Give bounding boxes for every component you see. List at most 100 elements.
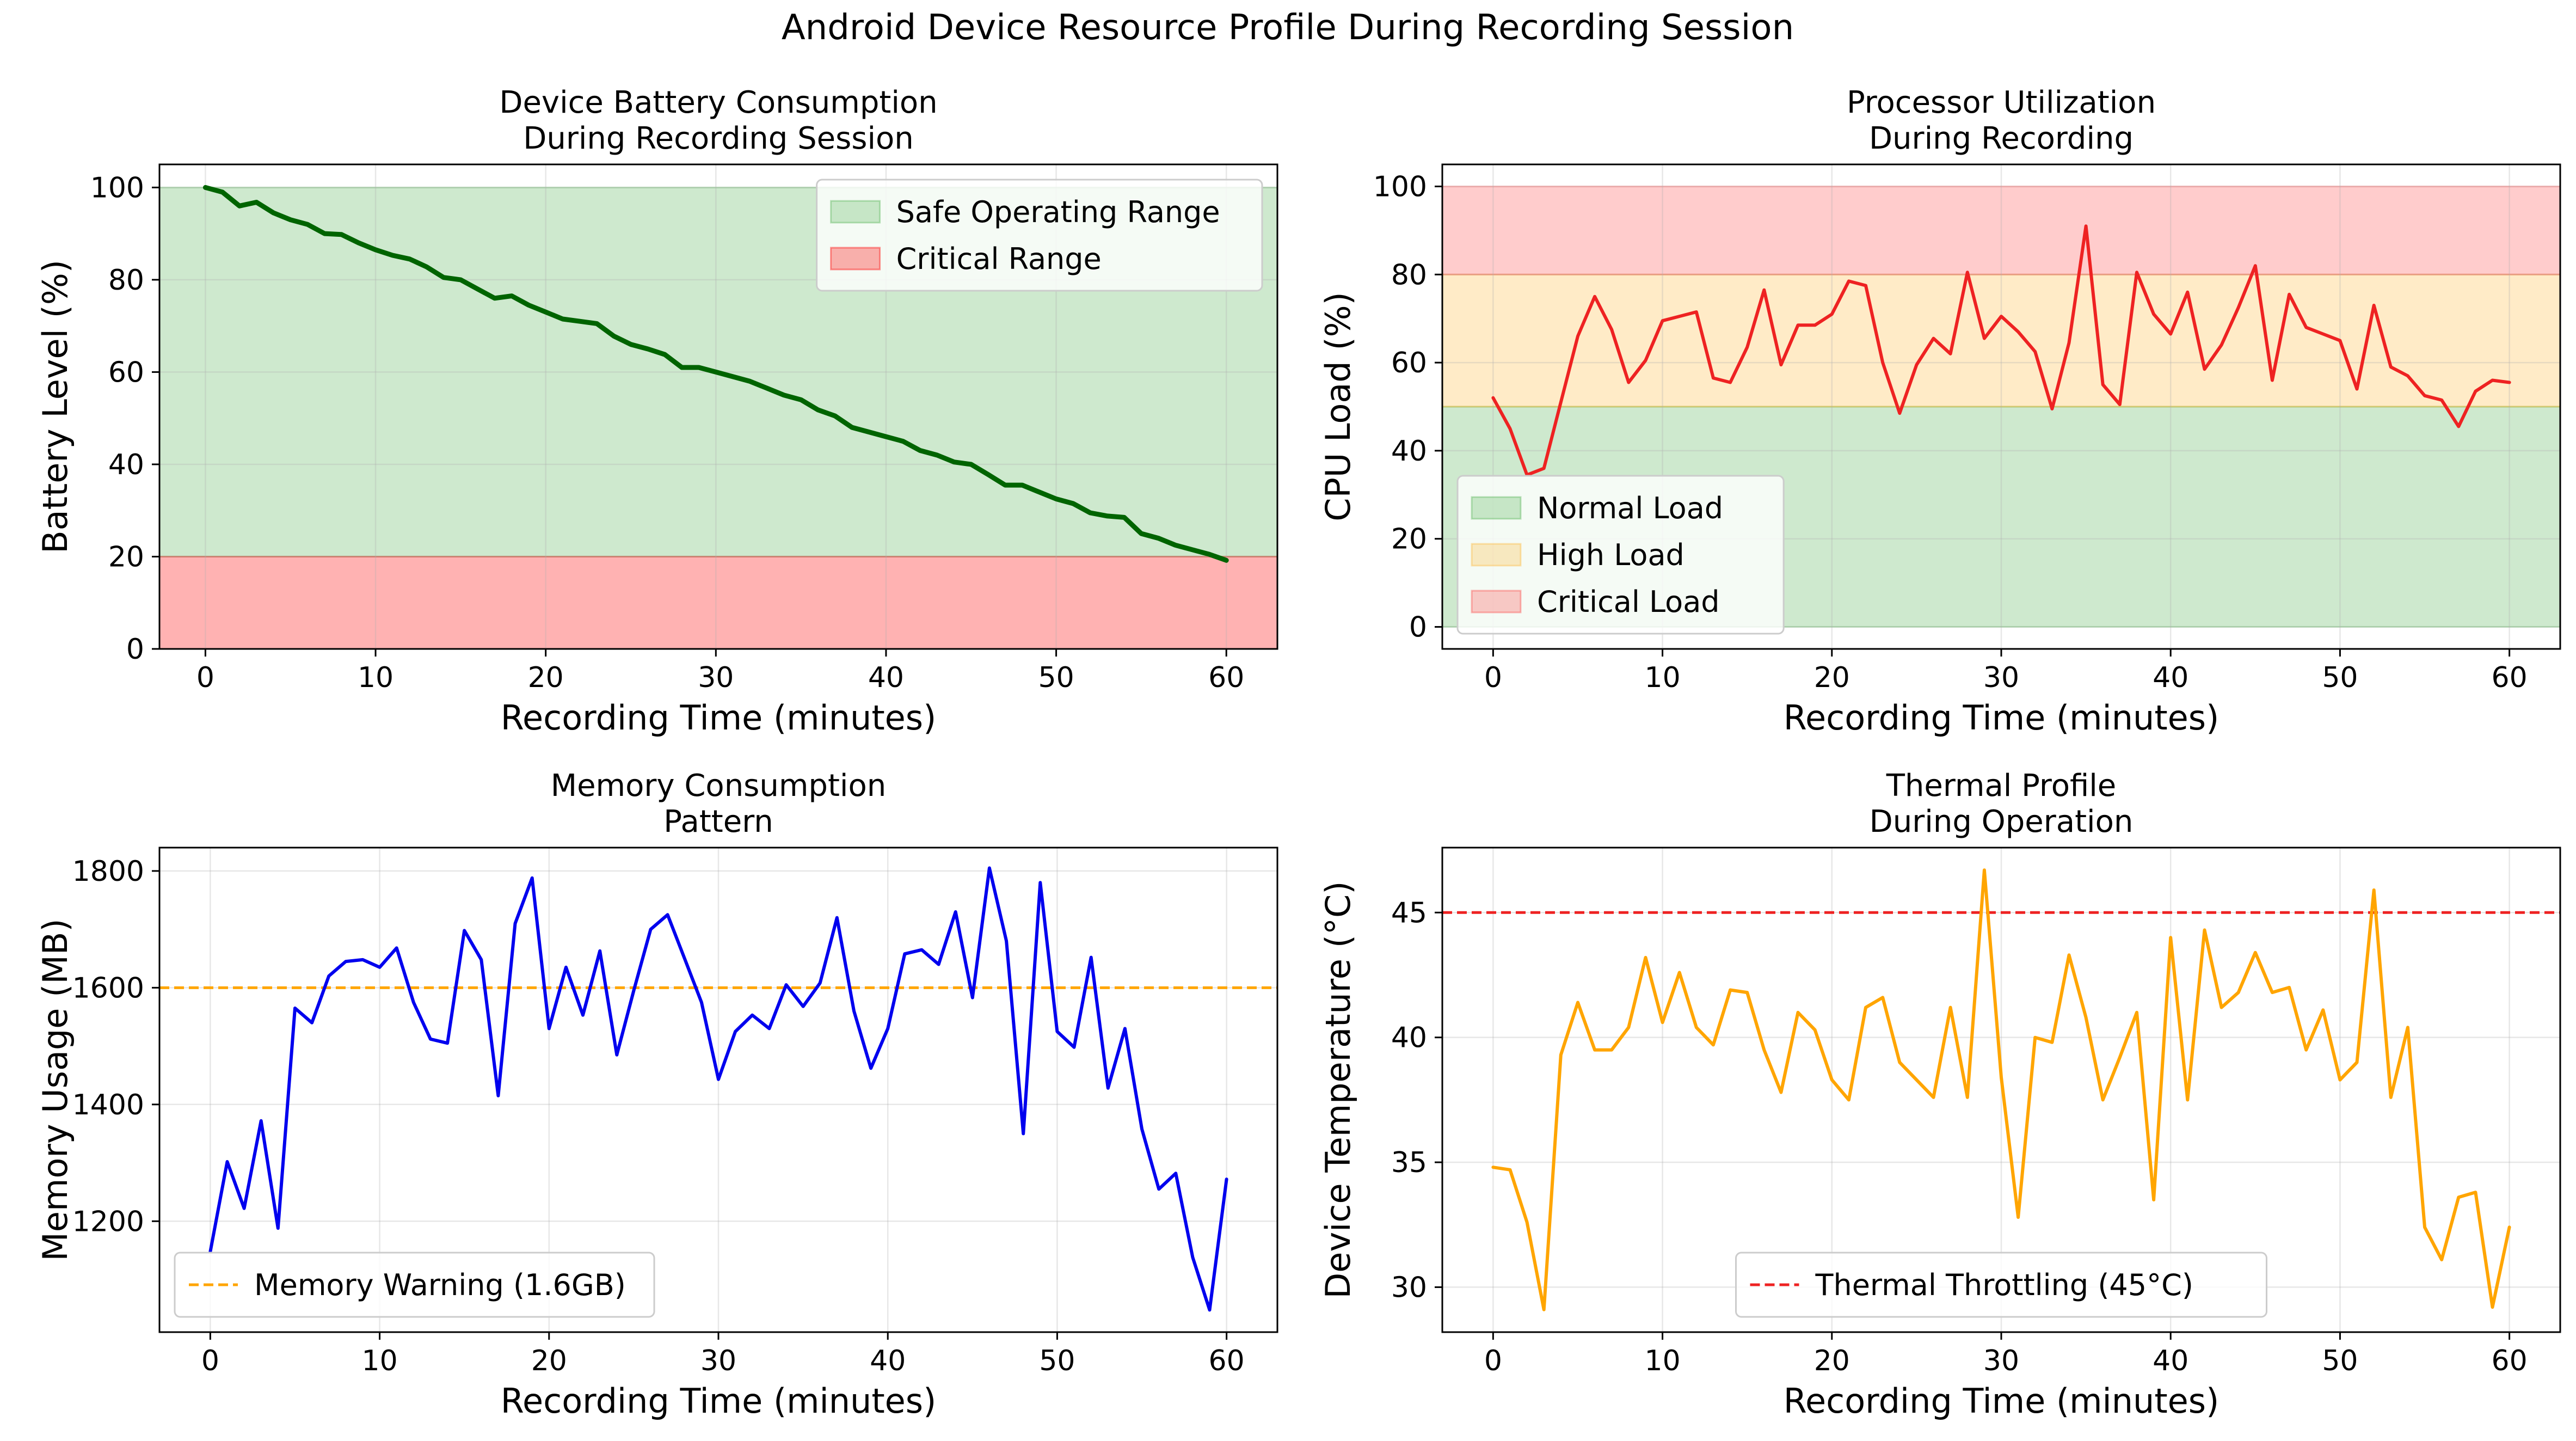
- y-tick-label: 30: [1391, 1271, 1427, 1304]
- title-line: During Recording Session: [523, 121, 914, 156]
- y-tick-label: 80: [1391, 259, 1427, 291]
- x-tick-label: 50: [2322, 1345, 2358, 1377]
- legend-label: High Load: [1537, 538, 1684, 572]
- x-tick-label: 20: [1814, 661, 1850, 694]
- legend: Memory Warning (1.6GB): [174, 1252, 655, 1318]
- y-tick-label: 1600: [72, 972, 144, 1004]
- x-tick-label: 10: [1644, 1345, 1680, 1377]
- x-tick-label: 10: [1644, 661, 1680, 694]
- x-axis-label: Recording Time (minutes): [1784, 1381, 2220, 1421]
- x-tick-label: 40: [870, 1345, 906, 1377]
- title-line: Device Battery Consumption: [499, 85, 937, 120]
- x-tick-label: 10: [358, 661, 394, 694]
- series-line-1: [1491, 868, 2511, 1311]
- band-3: [1442, 185, 2560, 275]
- legend: Thermal Throttling (45°C): [1735, 1252, 2267, 1318]
- y-tick-label: 40: [1391, 435, 1427, 468]
- legend-swatch: [1471, 543, 1522, 567]
- y-tick-label: 1200: [72, 1205, 144, 1238]
- chart-4: 0 10 20 30 40 50 60 30 35 40 45 Thermal Profile Duri…: [1318, 768, 2561, 1421]
- chart-title: Thermal Profile During Operation: [1870, 768, 2134, 839]
- y-tick-label: 45: [1391, 897, 1427, 929]
- x-tick-label: 20: [1814, 1345, 1850, 1377]
- x-tick-label: 50: [1038, 661, 1074, 694]
- plot-frame: [158, 163, 1278, 650]
- y-tick-label: 60: [108, 356, 144, 389]
- chart-title: Device Battery Consumption During Recordi…: [499, 85, 937, 156]
- x-tick-label: 60: [1209, 1345, 1245, 1377]
- legend-label: Critical Load: [1537, 585, 1720, 619]
- x-tick-label: 40: [2153, 1345, 2188, 1377]
- y-axis-label: Battery Level (%): [35, 260, 75, 554]
- title-line: Thermal Profile: [1886, 768, 2117, 804]
- x-tick-label: 40: [2153, 661, 2188, 694]
- title-line: During Recording: [1869, 121, 2134, 156]
- y-tick-label: 60: [1391, 347, 1427, 379]
- legend-label: Critical Range: [896, 242, 1102, 276]
- y-tick-label: 0: [126, 633, 144, 666]
- legend-box: [1735, 1252, 2267, 1318]
- band-2: [159, 555, 1277, 649]
- x-axis-label: Recording Time (minutes): [501, 1381, 937, 1421]
- title-line: Processor Utilization: [1847, 85, 2156, 120]
- x-tick-label: 0: [196, 661, 214, 694]
- y-tick-label: 1800: [72, 855, 144, 888]
- x-tick-label: 20: [528, 661, 564, 694]
- chart-3: 0 10 20 30 40 50 60 1200 1400 1600 1800 Memory Cons…: [35, 768, 1278, 1421]
- x-tick-label: 20: [531, 1345, 567, 1377]
- y-tick-label: 40: [108, 449, 144, 481]
- x-tick-label: 30: [1983, 661, 2019, 694]
- legend-box: [816, 179, 1263, 292]
- y-tick-label: 100: [1373, 170, 1427, 203]
- legend-label: Safe Operating Range: [896, 195, 1220, 229]
- y-tick-label: 100: [90, 171, 144, 204]
- title-line: Memory Consumption: [551, 768, 886, 804]
- band-2: [1442, 273, 2560, 408]
- legend: Safe Operating Range Critical Range: [816, 179, 1263, 292]
- series-line-1: [202, 185, 1229, 563]
- title-line: Pattern: [663, 804, 773, 839]
- x-tick-label: 60: [2492, 661, 2528, 694]
- y-tick-label: 80: [108, 264, 144, 297]
- legend-swatch: [830, 200, 881, 224]
- legend-label: Normal Load: [1537, 491, 1723, 525]
- chart-title: Processor Utilization During Recording: [1847, 85, 2156, 156]
- y-tick-label: 35: [1391, 1146, 1427, 1179]
- x-axis-label: Recording Time (minutes): [1784, 698, 2220, 738]
- x-axis-label: Recording Time (minutes): [501, 698, 937, 738]
- chart-2: 0 10 20 30 40 50 60 0 20 40 60 80 100 Processor Utili…: [1318, 85, 2561, 738]
- figure-suptitle: Android Device Resource Profile During R…: [782, 8, 1794, 48]
- y-tick-label: 40: [1391, 1022, 1427, 1054]
- x-tick-label: 50: [1039, 1345, 1075, 1377]
- x-tick-label: 60: [2492, 1345, 2528, 1377]
- x-tick-label: 10: [361, 1345, 397, 1377]
- x-tick-label: 0: [1484, 661, 1502, 694]
- legend: Normal Load High Load Critical Load: [1456, 475, 1785, 635]
- legend-box: [174, 1252, 655, 1318]
- x-tick-label: 30: [700, 1345, 736, 1377]
- y-tick-label: 1400: [72, 1089, 144, 1121]
- legend-box: [1456, 475, 1785, 635]
- title-line: During Operation: [1870, 804, 2134, 839]
- x-tick-label: 0: [201, 1345, 219, 1377]
- legend-swatch: [1471, 590, 1522, 614]
- legend-swatch: [830, 247, 881, 271]
- x-tick-label: 30: [1983, 1345, 2019, 1377]
- x-tick-label: 0: [1484, 1345, 1502, 1377]
- y-axis-label: Device Temperature (°C): [1318, 881, 1358, 1299]
- x-tick-label: 60: [1208, 661, 1244, 694]
- legend-label: Thermal Throttling (45°C): [1815, 1268, 2193, 1302]
- chart-1: 0 10 20 30 40 50 60 0 20 40 60 80 100 Device Battery …: [35, 85, 1278, 738]
- y-tick-label: 20: [108, 541, 144, 573]
- chart-title: Memory Consumption Pattern: [551, 768, 886, 839]
- series-line-1: [208, 866, 1228, 1312]
- series-line-1: [1491, 224, 2511, 477]
- y-tick-label: 0: [1409, 611, 1427, 644]
- y-axis-label: CPU Load (%): [1318, 292, 1358, 522]
- y-tick-label: 20: [1391, 523, 1427, 556]
- legend-swatch: [1471, 496, 1522, 520]
- y-axis-label: Memory Usage (MB): [35, 918, 75, 1261]
